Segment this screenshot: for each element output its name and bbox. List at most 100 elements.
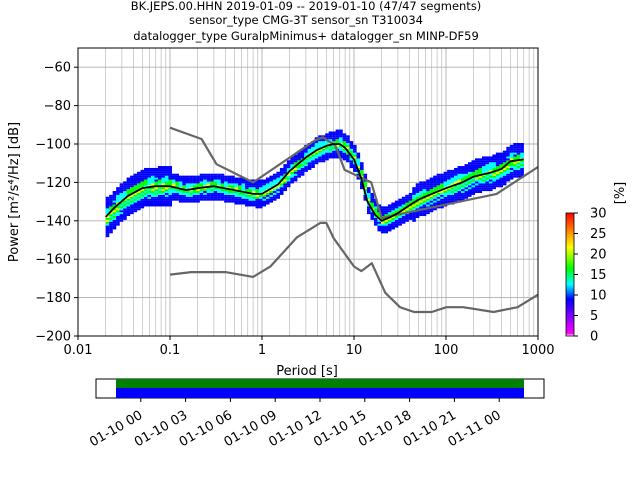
heatmap-cell bbox=[495, 181, 500, 184]
heatmap-cell bbox=[495, 166, 500, 169]
heatmap-cell bbox=[513, 166, 517, 169]
heatmap-cell bbox=[238, 179, 242, 182]
heatmap-cell bbox=[307, 162, 312, 165]
heatmap-cell bbox=[105, 206, 110, 209]
heatmap-cell bbox=[429, 208, 434, 211]
heatmap-cell bbox=[290, 181, 294, 184]
heatmap-cell bbox=[481, 162, 486, 165]
y-tick-label: −200 bbox=[35, 330, 71, 345]
heatmap-cell bbox=[105, 229, 110, 232]
heatmap-cell bbox=[199, 181, 204, 184]
heatmap-cell bbox=[290, 173, 294, 176]
heatmap-cell bbox=[474, 183, 479, 186]
heatmap-cell bbox=[405, 204, 409, 207]
heatmap-cell bbox=[516, 154, 521, 157]
heatmap-cell bbox=[471, 169, 476, 172]
heatmap-cell bbox=[157, 202, 162, 205]
heatmap-cell bbox=[196, 194, 200, 197]
heatmap-cell bbox=[412, 217, 416, 220]
heatmap-cell bbox=[262, 196, 267, 199]
heatmap-cell bbox=[370, 217, 375, 220]
heatmap-cell bbox=[238, 202, 242, 205]
heatmap-cell bbox=[408, 212, 413, 215]
heatmap-cell bbox=[210, 181, 214, 184]
heatmap-cell bbox=[283, 164, 287, 167]
heatmap-cell bbox=[346, 156, 350, 159]
heatmap-cell bbox=[412, 206, 416, 209]
heatmap-cell bbox=[123, 191, 127, 193]
heatmap-cell bbox=[485, 164, 490, 167]
heatmap-cell bbox=[349, 152, 354, 155]
heatmap-cell bbox=[185, 175, 190, 178]
heatmap-cell bbox=[123, 183, 127, 186]
heatmap-cell bbox=[478, 185, 483, 188]
heatmap-cell bbox=[440, 206, 444, 209]
heatmap-cell bbox=[300, 152, 305, 155]
heatmap-cell bbox=[346, 148, 350, 151]
heatmap-cell bbox=[109, 200, 113, 203]
heatmap-cell bbox=[189, 177, 193, 180]
heatmap-cell bbox=[464, 187, 469, 190]
heatmap-cell bbox=[436, 200, 441, 203]
heatmap-cell bbox=[398, 208, 402, 211]
heatmap-cell bbox=[335, 156, 340, 159]
heatmap-cell bbox=[318, 148, 322, 151]
heatmap-cell bbox=[171, 177, 176, 180]
heatmap-cell bbox=[105, 208, 110, 211]
heatmap-cell bbox=[154, 169, 159, 172]
heatmap-cell bbox=[349, 164, 354, 167]
heatmap-cell bbox=[516, 160, 521, 163]
heatmap-cell bbox=[203, 191, 207, 193]
heatmap-cell bbox=[150, 169, 155, 172]
heatmap-cell bbox=[471, 173, 476, 176]
heatmap-cell bbox=[164, 187, 169, 190]
heatmap-cell bbox=[157, 196, 162, 199]
heatmap-cell bbox=[481, 181, 486, 184]
heatmap-cell bbox=[210, 196, 214, 199]
heatmap-cell bbox=[443, 185, 448, 188]
heatmap-cell bbox=[116, 191, 120, 193]
heatmap-cell bbox=[157, 169, 162, 172]
heatmap-cell bbox=[279, 192, 284, 195]
heatmap-cell bbox=[119, 217, 124, 220]
heatmap-cell bbox=[401, 217, 406, 220]
heatmap-cell bbox=[332, 137, 336, 140]
heatmap-cell bbox=[461, 189, 465, 192]
heatmap-cell bbox=[516, 171, 521, 174]
heatmap-cell bbox=[164, 198, 169, 201]
heatmap-cell bbox=[468, 191, 472, 193]
heatmap-cell bbox=[227, 200, 232, 203]
heatmap-cell bbox=[150, 177, 155, 180]
heatmap-cell bbox=[499, 152, 503, 155]
heatmap-cell bbox=[325, 137, 329, 140]
heatmap-cell bbox=[293, 154, 298, 157]
heatmap-cell bbox=[192, 192, 197, 195]
heatmap-cell bbox=[133, 206, 138, 209]
heatmap-cell bbox=[119, 183, 124, 186]
heatmap-cell bbox=[335, 139, 340, 142]
heatmap-cell bbox=[394, 223, 399, 226]
heatmap-cell bbox=[164, 200, 169, 203]
heatmap-cell bbox=[509, 158, 514, 161]
heatmap-cell bbox=[185, 179, 190, 182]
heatmap-cell bbox=[203, 192, 207, 195]
heatmap-cell bbox=[471, 189, 476, 192]
heatmap-cell bbox=[461, 185, 465, 188]
heatmap-cell bbox=[154, 167, 159, 170]
heatmap-cell bbox=[196, 175, 200, 178]
heatmap-cell bbox=[245, 183, 249, 186]
heatmap-cell bbox=[109, 196, 113, 199]
heatmap-cell bbox=[464, 194, 469, 197]
x-tick-label: 1 bbox=[258, 343, 266, 358]
heatmap-cell bbox=[422, 183, 427, 186]
heatmap-cell bbox=[248, 194, 253, 197]
heatmap-cell bbox=[481, 175, 486, 178]
heatmap-cell bbox=[474, 171, 479, 174]
heatmap-cell bbox=[474, 160, 479, 163]
heatmap-cell bbox=[387, 221, 392, 224]
heatmap-cell bbox=[185, 196, 190, 199]
heatmap-cell bbox=[185, 192, 190, 195]
heatmap-cell bbox=[391, 215, 395, 218]
heatmap-cell bbox=[415, 214, 420, 217]
heatmap-cell bbox=[499, 173, 503, 176]
